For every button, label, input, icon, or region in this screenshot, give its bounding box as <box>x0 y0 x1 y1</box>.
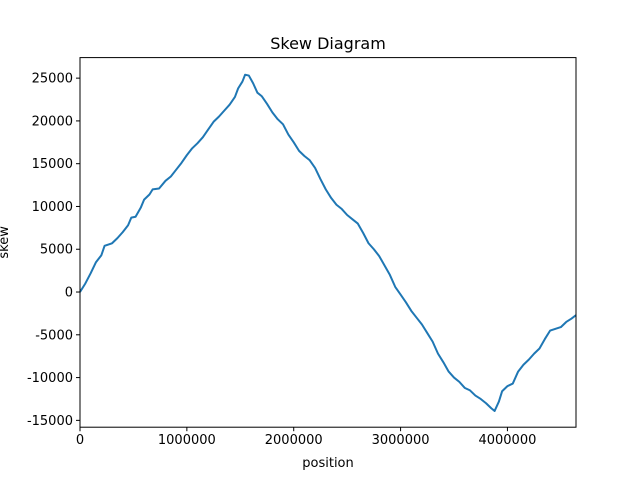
y-tick-label: -5000 <box>35 328 73 343</box>
series-layer <box>79 73 577 412</box>
x-tick-label: 1000000 <box>158 433 216 448</box>
skew-series-line <box>79 73 577 412</box>
plot-frame <box>79 57 577 428</box>
y-tick-label: -10000 <box>27 371 73 386</box>
x-tick-label: 2000000 <box>265 433 323 448</box>
y-tick-label: 15000 <box>32 157 73 172</box>
y-axis-label: skew <box>0 226 12 259</box>
y-tick-label: 10000 <box>32 200 73 215</box>
x-tick-label: 0 <box>76 433 84 448</box>
tick-layer: 0 1000000 2000000 3000000 4000000 -15000 -1000… <box>27 72 536 449</box>
y-tick-label: 0 <box>65 286 73 301</box>
y-tick-label: 20000 <box>32 114 73 129</box>
y-tick-label: 5000 <box>40 243 73 258</box>
chart-title: Skew Diagram <box>270 34 386 53</box>
y-tick-label: -15000 <box>27 414 73 429</box>
x-tick-label: 4000000 <box>478 433 536 448</box>
x-tick-label: 3000000 <box>372 433 430 448</box>
x-axis-label: position <box>302 456 354 471</box>
y-tick-label: 25000 <box>32 72 73 87</box>
plot-area <box>80 57 576 428</box>
